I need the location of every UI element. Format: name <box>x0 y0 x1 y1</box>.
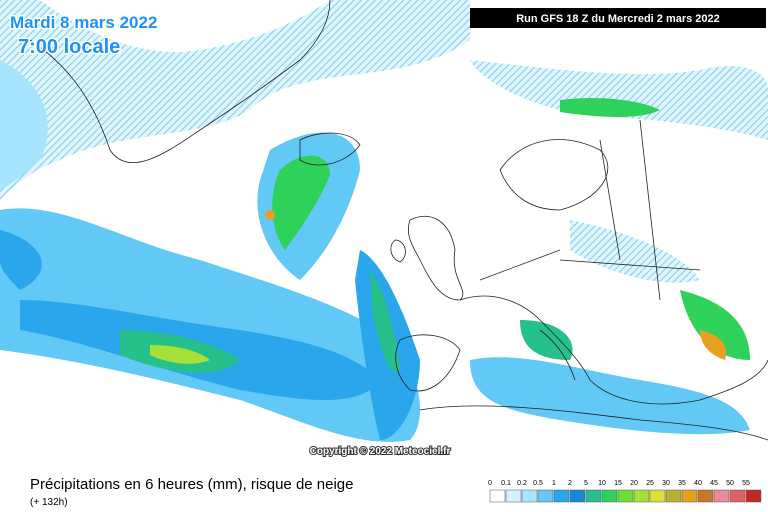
legend-label: 20 <box>630 480 638 487</box>
legend-swatch <box>681 489 698 503</box>
footer-lead: (+ 132h) <box>30 497 68 508</box>
footer-title: Précipitations en 6 heures (mm), risque … <box>30 476 354 493</box>
legend-swatch <box>537 489 554 503</box>
legend-label: 0.5 <box>533 480 543 487</box>
legend-swatch <box>585 489 602 503</box>
legend-swatch <box>665 489 682 503</box>
date-label: Mardi 8 mars 2022 <box>10 13 157 32</box>
legend-swatch <box>697 489 714 503</box>
legend-swatch <box>729 489 746 503</box>
run-label: Run GFS 18 Z du Mercredi 2 mars 2022 <box>516 13 720 25</box>
coastlines <box>29 0 768 441</box>
legend-swatch <box>553 489 570 503</box>
legend-swatch <box>633 489 650 503</box>
legend-label: 1 <box>552 480 556 487</box>
precipitation <box>0 0 768 442</box>
legend-swatch <box>505 489 522 503</box>
legend-label: 15 <box>614 480 622 487</box>
copyright: Copyright © 2022 Meteociel.fr <box>310 446 451 457</box>
legend-label: 10 <box>598 480 606 487</box>
legend-label: 0.2 <box>517 480 527 487</box>
legend-swatch <box>745 489 762 503</box>
legend-label: 0.1 <box>501 480 511 487</box>
legend-label: 5 <box>584 480 588 487</box>
legend-swatch <box>489 489 506 503</box>
legend: 0 0.1 0.2 0.5 1 2 5 10 15 20 25 30 35 40 45 50 55 <box>488 480 762 503</box>
legend-label: 25 <box>646 480 654 487</box>
time-label: 7:00 locale <box>18 36 120 58</box>
legend-label: 45 <box>710 480 718 487</box>
legend-label: 55 <box>742 480 750 487</box>
run-box <box>470 8 766 28</box>
legend-swatch <box>617 489 634 503</box>
legend-swatch <box>601 489 618 503</box>
legend-label: 40 <box>694 480 702 487</box>
legend-swatch <box>649 489 666 503</box>
legend-label: 2 <box>568 480 572 487</box>
legend-swatch <box>713 489 730 503</box>
legend-label: 35 <box>678 480 686 487</box>
legend-label: 50 <box>726 480 734 487</box>
legend-label: 30 <box>662 480 670 487</box>
legend-label: 0 <box>488 480 492 487</box>
legend-swatch <box>569 489 586 503</box>
legend-swatch <box>521 489 538 503</box>
